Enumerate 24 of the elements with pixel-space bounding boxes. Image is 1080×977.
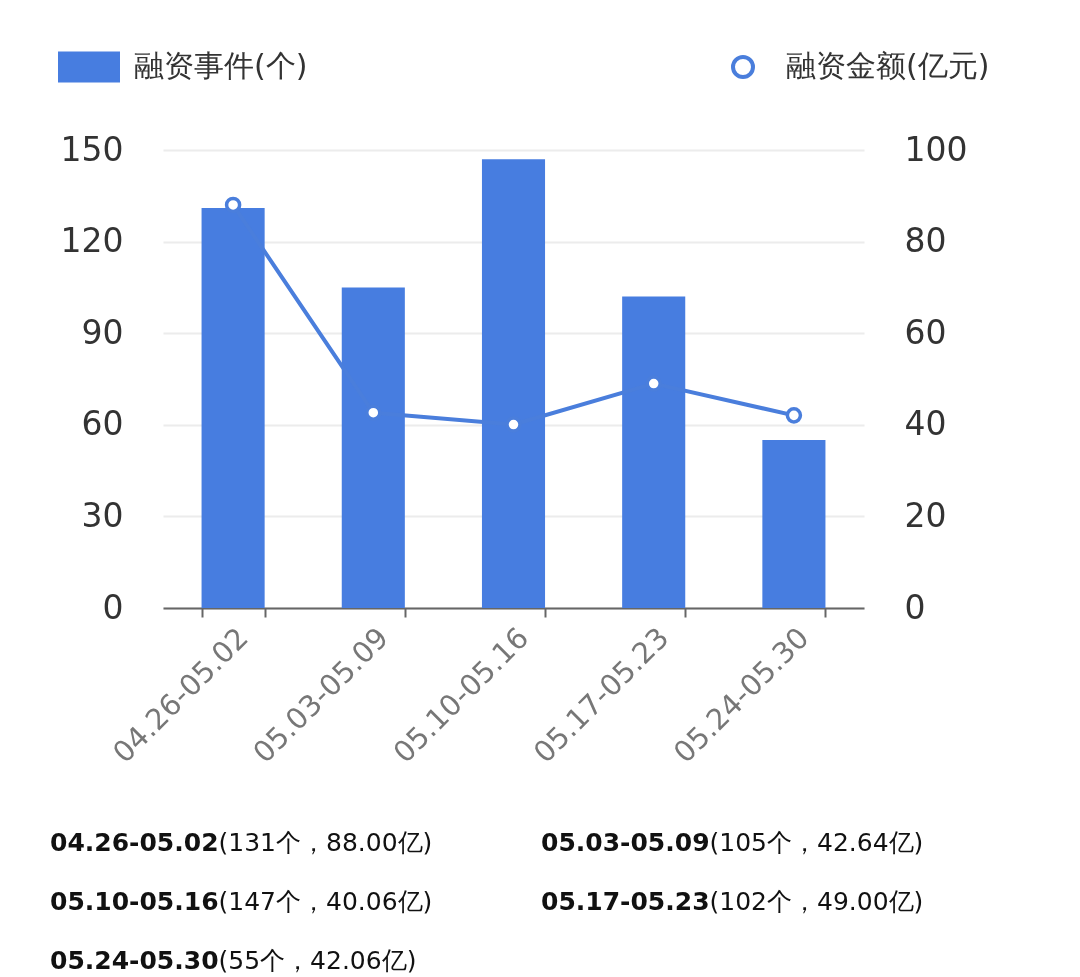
y2-tick-label: 0 — [904, 587, 926, 627]
y-tick-label: 30 — [81, 495, 124, 535]
y-tick-label: 90 — [81, 312, 124, 352]
y-tick-label: 0 — [102, 587, 124, 627]
y2-tick-label: 100 — [904, 129, 968, 169]
category-label: 05.17-05.23 — [541, 887, 710, 916]
text: (102个，49.00亿) — [709, 887, 924, 916]
category-label: 05.03-05.09 — [541, 828, 710, 857]
y2-tick-label: 40 — [904, 404, 947, 444]
text: (131个，88.00亿) — [218, 828, 433, 857]
y-tick-label: 60 — [81, 404, 124, 444]
category-label: 05.24-05.30 — [50, 946, 219, 975]
text: (105个，42.64亿) — [709, 828, 924, 857]
y2-tick-label: 20 — [904, 495, 947, 535]
y-tick-label: 120 — [60, 221, 124, 261]
category-label: 04.26-05.02 — [50, 828, 219, 857]
category-label: 05.10-05.16 — [50, 887, 219, 916]
y2-tick-label: 80 — [904, 221, 947, 261]
y-tick-label: 150 — [60, 129, 124, 169]
text: (55个，42.06亿) — [218, 946, 417, 975]
y2-tick-label: 60 — [904, 312, 947, 352]
text: (147个，40.06亿) — [218, 887, 433, 916]
legend-label: 融资事件(个) — [134, 48, 308, 83]
legend-label: 融资金额(亿元) — [786, 48, 990, 83]
